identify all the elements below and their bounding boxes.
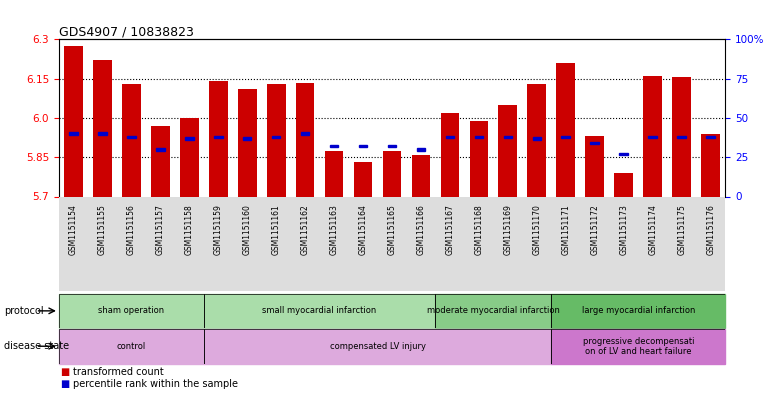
Text: GSM1151157: GSM1151157 bbox=[156, 204, 165, 255]
Text: compensated LV injury: compensated LV injury bbox=[329, 342, 426, 351]
Bar bbox=[470, 121, 488, 196]
Text: sham operation: sham operation bbox=[98, 307, 165, 315]
Bar bbox=[325, 151, 343, 196]
Bar bbox=[204, 294, 435, 328]
Bar bbox=[267, 84, 285, 196]
Text: GSM1151156: GSM1151156 bbox=[127, 204, 136, 255]
Bar bbox=[301, 132, 310, 135]
Text: GSM1151164: GSM1151164 bbox=[358, 204, 368, 255]
Bar bbox=[358, 145, 368, 147]
Bar bbox=[561, 136, 570, 138]
Bar bbox=[474, 136, 483, 138]
Bar bbox=[185, 137, 194, 140]
Text: GSM1151162: GSM1151162 bbox=[300, 204, 310, 255]
Bar bbox=[615, 173, 633, 196]
Bar bbox=[387, 145, 397, 147]
Text: GSM1151171: GSM1151171 bbox=[561, 204, 570, 255]
Bar bbox=[644, 76, 662, 196]
Text: GSM1151160: GSM1151160 bbox=[242, 204, 252, 255]
Text: percentile rank within the sample: percentile rank within the sample bbox=[73, 379, 238, 389]
Text: GSM1151173: GSM1151173 bbox=[619, 204, 628, 255]
Bar bbox=[204, 329, 551, 364]
Bar bbox=[69, 132, 78, 135]
Text: GSM1151163: GSM1151163 bbox=[329, 204, 339, 255]
Text: moderate myocardial infarction: moderate myocardial infarction bbox=[427, 307, 560, 315]
Text: GSM1151172: GSM1151172 bbox=[590, 204, 599, 255]
Bar bbox=[180, 118, 198, 196]
Text: GSM1151166: GSM1151166 bbox=[416, 204, 426, 255]
Text: GSM1151165: GSM1151165 bbox=[387, 204, 397, 255]
Bar bbox=[330, 145, 339, 147]
Text: GSM1151168: GSM1151168 bbox=[474, 204, 484, 255]
Text: GSM1151174: GSM1151174 bbox=[648, 204, 657, 255]
Bar bbox=[706, 136, 715, 138]
Bar bbox=[557, 63, 575, 196]
Bar bbox=[532, 137, 541, 140]
Text: GSM1151170: GSM1151170 bbox=[532, 204, 542, 255]
Bar bbox=[272, 136, 281, 138]
Text: GSM1151158: GSM1151158 bbox=[185, 204, 194, 255]
Text: small myocardial infarction: small myocardial infarction bbox=[263, 307, 376, 315]
Bar bbox=[296, 83, 314, 196]
Text: progressive decompensati
on of LV and heart failure: progressive decompensati on of LV and he… bbox=[583, 336, 694, 356]
Bar bbox=[151, 126, 169, 196]
Bar bbox=[551, 294, 725, 328]
Text: GSM1151154: GSM1151154 bbox=[69, 204, 78, 255]
Bar bbox=[127, 136, 136, 138]
Bar bbox=[445, 136, 454, 138]
Bar bbox=[499, 105, 517, 196]
Text: GDS4907 / 10838823: GDS4907 / 10838823 bbox=[59, 25, 194, 38]
Text: GSM1151169: GSM1151169 bbox=[503, 204, 513, 255]
Bar bbox=[619, 153, 628, 155]
Text: GSM1151159: GSM1151159 bbox=[214, 204, 223, 255]
Bar bbox=[412, 154, 430, 196]
Bar bbox=[93, 60, 111, 196]
Text: protocol: protocol bbox=[4, 306, 44, 316]
Bar bbox=[156, 148, 165, 151]
Bar bbox=[528, 84, 546, 196]
Bar bbox=[673, 77, 691, 196]
Bar bbox=[503, 136, 512, 138]
Bar bbox=[209, 81, 227, 196]
Text: GSM1151167: GSM1151167 bbox=[445, 204, 455, 255]
Bar bbox=[590, 142, 599, 144]
Bar bbox=[435, 294, 551, 328]
Text: large myocardial infarction: large myocardial infarction bbox=[582, 307, 695, 315]
Text: GSM1151155: GSM1151155 bbox=[98, 204, 107, 255]
Bar bbox=[238, 89, 256, 196]
Text: GSM1151161: GSM1151161 bbox=[271, 204, 281, 255]
Text: disease state: disease state bbox=[4, 341, 69, 351]
Bar bbox=[416, 148, 425, 151]
Text: ■: ■ bbox=[60, 379, 70, 389]
Bar bbox=[122, 84, 140, 196]
Bar bbox=[648, 136, 657, 138]
Bar bbox=[551, 329, 725, 364]
Text: GSM1151176: GSM1151176 bbox=[706, 204, 715, 255]
Bar bbox=[214, 136, 223, 138]
Bar bbox=[441, 113, 459, 196]
Bar bbox=[383, 151, 401, 196]
Bar bbox=[702, 134, 720, 196]
Text: transformed count: transformed count bbox=[73, 367, 164, 377]
Text: control: control bbox=[117, 342, 146, 351]
Bar bbox=[59, 294, 204, 328]
Text: ■: ■ bbox=[60, 367, 70, 377]
Bar bbox=[243, 137, 252, 140]
Bar bbox=[354, 162, 372, 196]
Bar bbox=[59, 329, 204, 364]
Text: GSM1151175: GSM1151175 bbox=[677, 204, 686, 255]
Bar bbox=[677, 136, 686, 138]
Bar bbox=[98, 132, 107, 135]
Bar bbox=[64, 46, 82, 196]
Bar bbox=[586, 136, 604, 196]
